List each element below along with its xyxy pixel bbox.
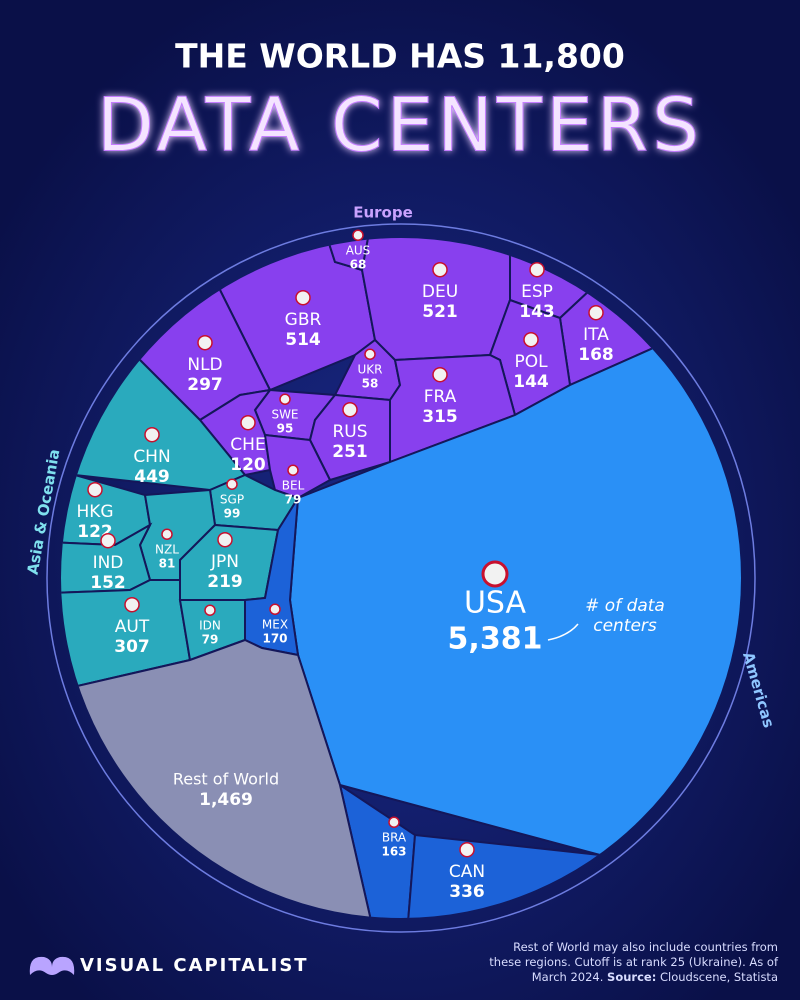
cell-label: AUS [346, 243, 371, 257]
cell [61, 522, 153, 597]
value-label: 95 [277, 422, 294, 436]
value-label: 152 [90, 573, 126, 593]
cell-label: NLD [187, 355, 222, 375]
source: Cloudscene, Statista [659, 970, 778, 984]
cell-label: SWE [271, 407, 298, 421]
outer-ring [46, 223, 756, 933]
cell-label: MEX [262, 617, 288, 631]
cell-label: UKR [358, 362, 383, 376]
flag [217, 531, 233, 548]
value-label: 336 [449, 882, 485, 902]
cell-label: IND [93, 553, 124, 573]
flag [364, 348, 376, 360]
note: Rest of World may also include countries… [489, 940, 778, 984]
cell-label: SGP [220, 492, 244, 506]
cell-label: NZL [155, 542, 179, 556]
flag [342, 401, 358, 418]
flag [481, 560, 509, 588]
footnote: Rest of World may also include countries… [478, 940, 778, 985]
value-label: 1,469 [199, 790, 253, 810]
cell-label: DEU [422, 282, 458, 302]
cell-label: CAN [449, 862, 485, 882]
flag [269, 603, 281, 615]
cell-label: ITA [583, 325, 609, 345]
cell-label: GBR [285, 310, 322, 330]
cell [198, 388, 273, 477]
source-label: Source: [607, 970, 657, 984]
cell-label: Rest of World [173, 769, 279, 788]
cell-label: ESP [521, 282, 553, 302]
flag [459, 841, 475, 858]
flag [432, 366, 448, 383]
value-label: 307 [114, 637, 150, 657]
flag [432, 261, 448, 278]
logo-shape [29, 956, 75, 975]
value-label: 219 [207, 572, 243, 592]
value-label: 297 [187, 375, 223, 395]
chart-subtitle: DATA CENTERS [97, 83, 703, 169]
brand: VISUAL CAPITALIST [80, 955, 309, 976]
value-label: 315 [422, 407, 458, 427]
value-label: 144 [513, 372, 549, 392]
flag [197, 334, 213, 351]
flag [588, 304, 604, 321]
value-label: 81 [159, 557, 176, 571]
value-label: 449 [134, 467, 170, 487]
flag [287, 464, 299, 476]
cell-label: POL [514, 352, 548, 372]
cell-label: RUS [332, 422, 367, 442]
value-label: 170 [262, 632, 287, 646]
flag [161, 528, 173, 540]
flag [87, 481, 103, 498]
cell-label: AUT [115, 617, 150, 637]
flag [204, 604, 216, 616]
value-label: 521 [422, 302, 458, 322]
value-label: 79 [202, 633, 219, 647]
flag [240, 414, 256, 431]
flag [226, 478, 238, 490]
flag [529, 261, 545, 278]
cell-label: USA [464, 586, 527, 621]
flag [295, 289, 311, 306]
cell-label: IDN [199, 618, 221, 632]
flag [100, 532, 116, 549]
flag [388, 816, 400, 828]
flag [523, 331, 539, 348]
value-label: 68 [350, 258, 367, 272]
cell-label: BRA [382, 830, 407, 844]
value-label: 120 [230, 455, 266, 475]
annotation: # of data centers [585, 596, 665, 636]
cell-label: CHN [133, 447, 170, 467]
cell-label: CHE [230, 435, 265, 455]
cell-label: HKG [76, 502, 113, 522]
flag [144, 426, 160, 443]
value-label: 163 [381, 845, 406, 859]
cell-label: JPN [210, 552, 239, 572]
value-label: 251 [332, 442, 368, 462]
value-label: 168 [578, 345, 614, 365]
value-label: 514 [285, 330, 321, 350]
value-label: 58 [362, 377, 379, 391]
value-label: 79 [285, 493, 302, 507]
flag [279, 393, 291, 405]
flag [124, 596, 140, 613]
annotation-arrow [547, 623, 579, 641]
cell-label: FRA [424, 387, 457, 407]
cell-label: BEL [282, 478, 305, 492]
value-label: 5,381 [448, 622, 543, 657]
group-label: Europe [353, 204, 413, 222]
flag [352, 229, 364, 241]
value-label: 99 [224, 507, 241, 521]
brand-logo [29, 956, 75, 975]
value-label: 143 [519, 302, 555, 322]
chart-title: THE WORLD HAS 11,800 [175, 37, 625, 76]
